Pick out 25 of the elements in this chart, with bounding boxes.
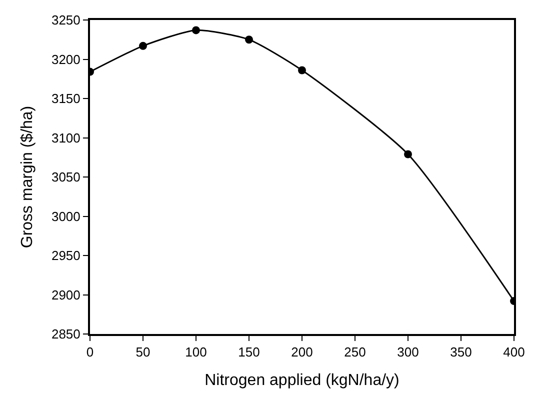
y-tick-label: 3200 <box>51 52 80 67</box>
x-tick-label: 0 <box>86 344 94 360</box>
y-tick-label: 2950 <box>51 248 80 264</box>
x-tick-label: 150 <box>238 344 260 360</box>
y-tick-label: 3000 <box>51 208 80 224</box>
point <box>139 42 147 50</box>
y-tick-label: 3250 <box>51 12 80 28</box>
x-tick-label: 100 <box>185 344 207 360</box>
y-tick-label: 3150 <box>51 91 80 106</box>
point <box>192 26 200 34</box>
y-tick-label: 2900 <box>51 287 80 302</box>
x-tick-label: 250 <box>344 344 366 360</box>
y-tick-label: 3100 <box>51 130 80 146</box>
x-tick-label: 300 <box>397 344 419 360</box>
y-tick-label: 2850 <box>51 326 80 342</box>
point <box>298 66 306 74</box>
point <box>404 150 412 158</box>
x-tick-label: 350 <box>450 344 472 360</box>
x-tick-label: 50 <box>136 344 150 360</box>
x-axis-title: Nitrogen applied (kgN/ha/y) <box>204 372 400 389</box>
point <box>245 36 253 44</box>
y-tick-label: 3050 <box>51 170 80 185</box>
y-axis-title: Gross margin ($/ha) <box>18 106 36 248</box>
x-tick-label: 400 <box>503 344 525 360</box>
x-tick-label: 200 <box>291 344 313 360</box>
